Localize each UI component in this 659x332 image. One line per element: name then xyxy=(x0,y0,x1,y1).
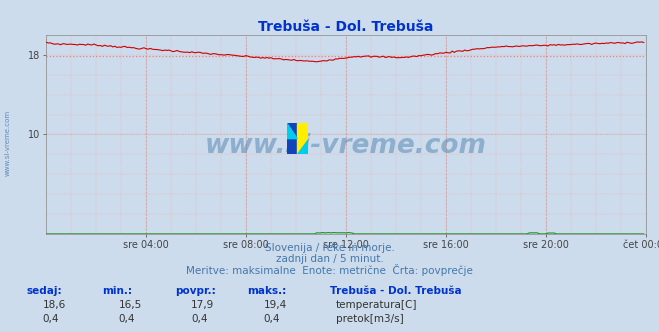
Text: povpr.:: povpr.: xyxy=(175,286,215,296)
Text: min.:: min.: xyxy=(102,286,132,296)
Bar xyxy=(287,123,297,154)
Text: www.si-vreme.com: www.si-vreme.com xyxy=(205,133,487,159)
Text: maks.:: maks.: xyxy=(247,286,287,296)
Text: 0,4: 0,4 xyxy=(43,314,59,324)
Text: 0,4: 0,4 xyxy=(264,314,280,324)
Text: temperatura[C]: temperatura[C] xyxy=(336,300,418,310)
Text: pretok[m3/s]: pretok[m3/s] xyxy=(336,314,404,324)
Text: 17,9: 17,9 xyxy=(191,300,214,310)
Text: Slovenija / reke in morje.: Slovenija / reke in morje. xyxy=(264,243,395,253)
Text: sedaj:: sedaj: xyxy=(26,286,62,296)
Text: www.si-vreme.com: www.si-vreme.com xyxy=(5,110,11,176)
Text: Trebuša - Dol. Trebuša: Trebuša - Dol. Trebuša xyxy=(330,286,461,296)
Polygon shape xyxy=(297,139,308,154)
Polygon shape xyxy=(287,123,297,139)
Bar xyxy=(297,123,308,154)
Text: 0,4: 0,4 xyxy=(191,314,208,324)
Text: zadnji dan / 5 minut.: zadnji dan / 5 minut. xyxy=(275,254,384,264)
Text: 19,4: 19,4 xyxy=(264,300,287,310)
Text: Meritve: maksimalne  Enote: metrične  Črta: povprečje: Meritve: maksimalne Enote: metrične Črta… xyxy=(186,264,473,276)
Text: 16,5: 16,5 xyxy=(119,300,142,310)
Title: Trebuša - Dol. Trebuša: Trebuša - Dol. Trebuša xyxy=(258,20,434,34)
Text: 0,4: 0,4 xyxy=(119,314,135,324)
Text: 18,6: 18,6 xyxy=(43,300,66,310)
